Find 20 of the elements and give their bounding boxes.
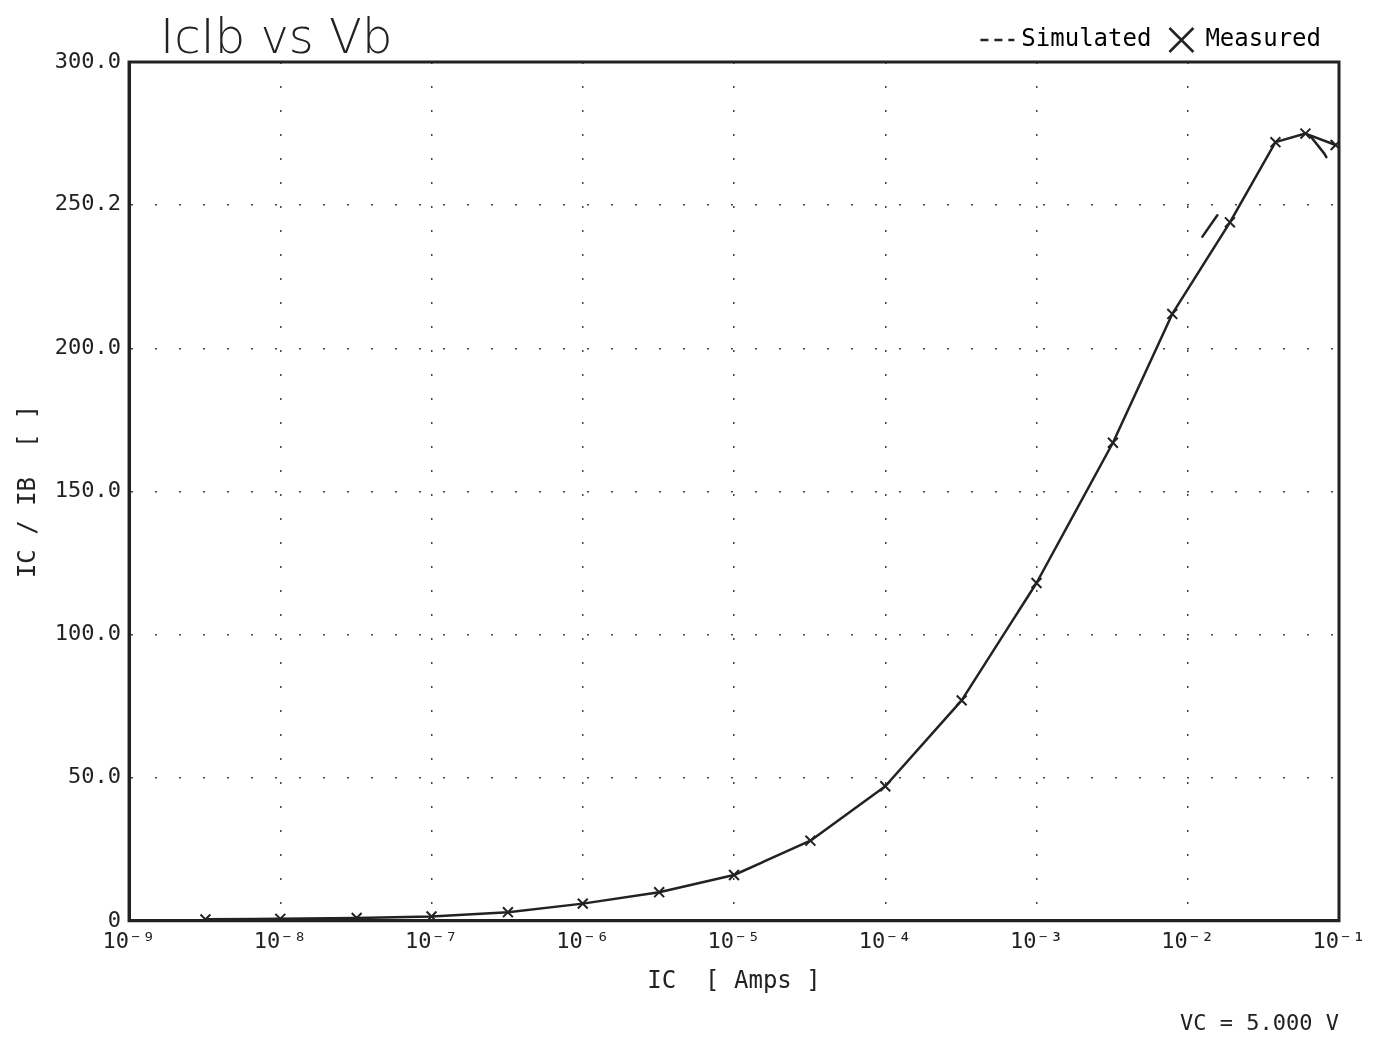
x-axis-title: IC [ Amps ] [647, 965, 821, 994]
x-tick-label: 10⁻² [1161, 927, 1215, 953]
x-tick-label: 10⁻¹ [1312, 927, 1366, 953]
y-tick-label: 250.2 [54, 190, 122, 216]
y-tick-label: 300.0 [54, 47, 122, 73]
chart-title: IcIb vs Vb [160, 8, 393, 64]
x-tick-label: 10⁻³ [1010, 927, 1063, 953]
x-tick-label: 10⁻⁴ [858, 927, 912, 953]
y-tick-label: 50.0 [68, 763, 122, 789]
y-tick-label: 150.0 [54, 477, 122, 503]
text: VC = 5.000 V [1180, 1010, 1339, 1035]
x-tick-label: 10⁻⁵ [707, 927, 761, 953]
x-tick-label: 10⁻⁶ [556, 927, 610, 953]
x-tick-label: 10⁻⁸ [253, 927, 307, 953]
legend-label: Simulated [1021, 24, 1152, 53]
legend-label: Measured [1205, 24, 1321, 53]
y-tick-label: 200.0 [54, 333, 122, 359]
y-tick-label: 100.0 [54, 620, 122, 646]
x-tick-label: 10⁻⁷ [405, 927, 459, 953]
y-axis-title: IC / IB [ ] [12, 404, 41, 579]
